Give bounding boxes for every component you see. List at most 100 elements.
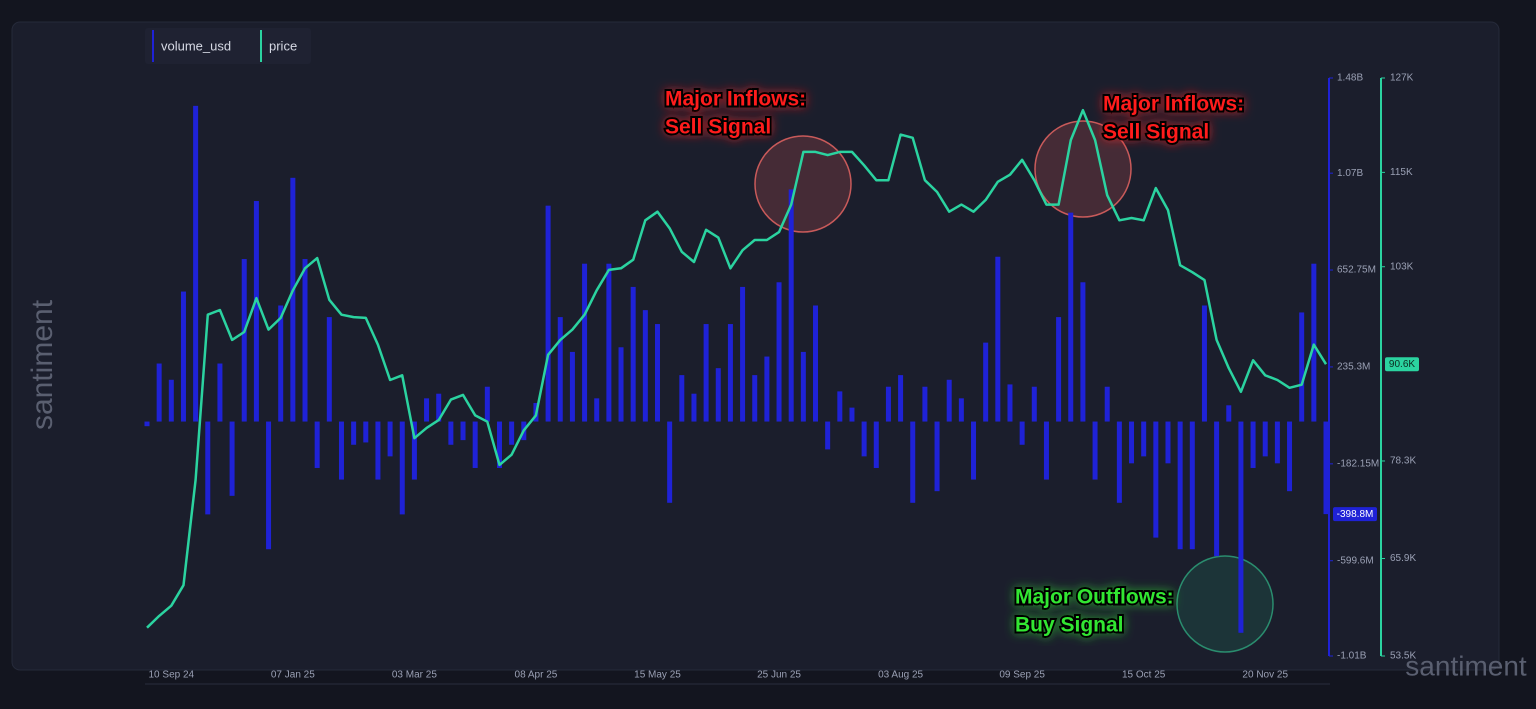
bar — [253, 201, 259, 422]
y2-tick-label: 65.9K — [1390, 553, 1416, 564]
y-tick-label: -182.15M — [1337, 458, 1379, 469]
x-tick-label: 03 Aug 25 — [878, 670, 923, 681]
bar — [448, 421, 454, 445]
annotation: Major Inflows: — [665, 88, 806, 111]
bar — [496, 421, 502, 468]
bar — [1007, 384, 1013, 422]
y-tick-label: 652.75M — [1337, 265, 1376, 276]
bar — [800, 351, 806, 422]
legend-label: price — [269, 38, 297, 53]
annotation: Sell Signal — [665, 116, 771, 139]
bar — [873, 421, 879, 468]
bar — [460, 421, 466, 441]
x-tick-label: 10 Sep 24 — [149, 670, 195, 681]
bar — [1068, 212, 1074, 422]
bar — [642, 310, 648, 422]
bar — [1104, 386, 1110, 422]
bar — [934, 421, 940, 492]
x-tick-label: 07 Jan 25 — [271, 670, 315, 681]
bar — [922, 386, 928, 422]
bar — [788, 189, 794, 422]
x-tick-label: 20 Nov 25 — [1242, 670, 1288, 681]
bar — [582, 263, 588, 422]
bar — [1019, 421, 1025, 445]
bar — [1141, 421, 1147, 457]
bar — [180, 291, 186, 422]
x-tick-label: 08 Apr 25 — [515, 670, 558, 681]
bar — [654, 324, 660, 422]
bar — [1262, 421, 1268, 457]
bar — [569, 351, 575, 422]
y2-tick-label: 127K — [1390, 73, 1414, 84]
bar — [266, 421, 272, 550]
x-tick-label: 09 Sep 25 — [999, 670, 1045, 681]
y2-tick-label: 53.5K — [1390, 651, 1416, 662]
watermark: santiment — [1405, 650, 1527, 681]
bar — [703, 324, 709, 422]
bar — [958, 398, 964, 422]
bar — [1287, 421, 1293, 492]
y2-tick-label: 103K — [1390, 261, 1414, 272]
bar — [740, 286, 746, 422]
bar — [1311, 263, 1317, 422]
bar — [861, 421, 867, 457]
bar — [1201, 305, 1207, 422]
bar — [764, 356, 770, 422]
bar — [1177, 421, 1183, 550]
bar — [278, 305, 284, 422]
bar — [776, 282, 782, 422]
bar — [1274, 421, 1280, 464]
bar — [898, 375, 904, 422]
bar — [1129, 421, 1135, 464]
bar — [691, 393, 697, 422]
last-value-label: 90.6K — [1389, 359, 1415, 370]
bar — [1299, 312, 1305, 422]
bar — [1323, 421, 1329, 515]
bar — [813, 305, 819, 422]
bar — [1238, 421, 1244, 633]
bar — [752, 375, 758, 422]
bar — [314, 421, 320, 468]
bar — [144, 421, 150, 427]
bar — [946, 379, 952, 422]
x-tick-label: 15 Oct 25 — [1122, 670, 1166, 681]
bar — [156, 363, 162, 422]
bar — [849, 407, 855, 422]
bar — [971, 421, 977, 480]
y2-tick-label: 115K — [1390, 167, 1413, 178]
bar — [679, 375, 685, 422]
bar — [1250, 421, 1256, 468]
y-tick-label: 1.07B — [1337, 168, 1363, 179]
y-tick-label: -1.01B — [1337, 651, 1367, 662]
bar — [193, 105, 199, 422]
y2-tick-label: 78.3K — [1390, 456, 1416, 467]
bar — [1092, 421, 1098, 480]
bar — [338, 421, 344, 480]
bar — [995, 256, 1001, 422]
bar — [545, 205, 551, 422]
last-value-badge — [1385, 357, 1419, 372]
bar — [302, 259, 308, 422]
y-tick-label: -599.6M — [1337, 555, 1374, 566]
bar — [983, 342, 989, 422]
bar — [825, 421, 831, 450]
bar — [630, 286, 636, 422]
bar — [715, 368, 721, 422]
bar — [363, 421, 369, 443]
highlight-circle — [754, 135, 852, 233]
bar — [910, 421, 916, 503]
bar — [1226, 405, 1232, 422]
y-tick-label: 235.3M — [1337, 362, 1370, 373]
bar — [375, 421, 381, 480]
bar — [1056, 317, 1062, 422]
bar — [1043, 421, 1049, 480]
last-value-label: -398.8M — [1337, 509, 1374, 520]
last-value-badge — [1333, 507, 1377, 522]
bar — [1165, 421, 1171, 464]
bar — [241, 259, 247, 422]
bar — [351, 421, 357, 445]
bar — [1031, 386, 1037, 422]
bar — [424, 398, 430, 422]
bar — [557, 317, 563, 422]
legend-label: volume_usd — [161, 38, 231, 53]
